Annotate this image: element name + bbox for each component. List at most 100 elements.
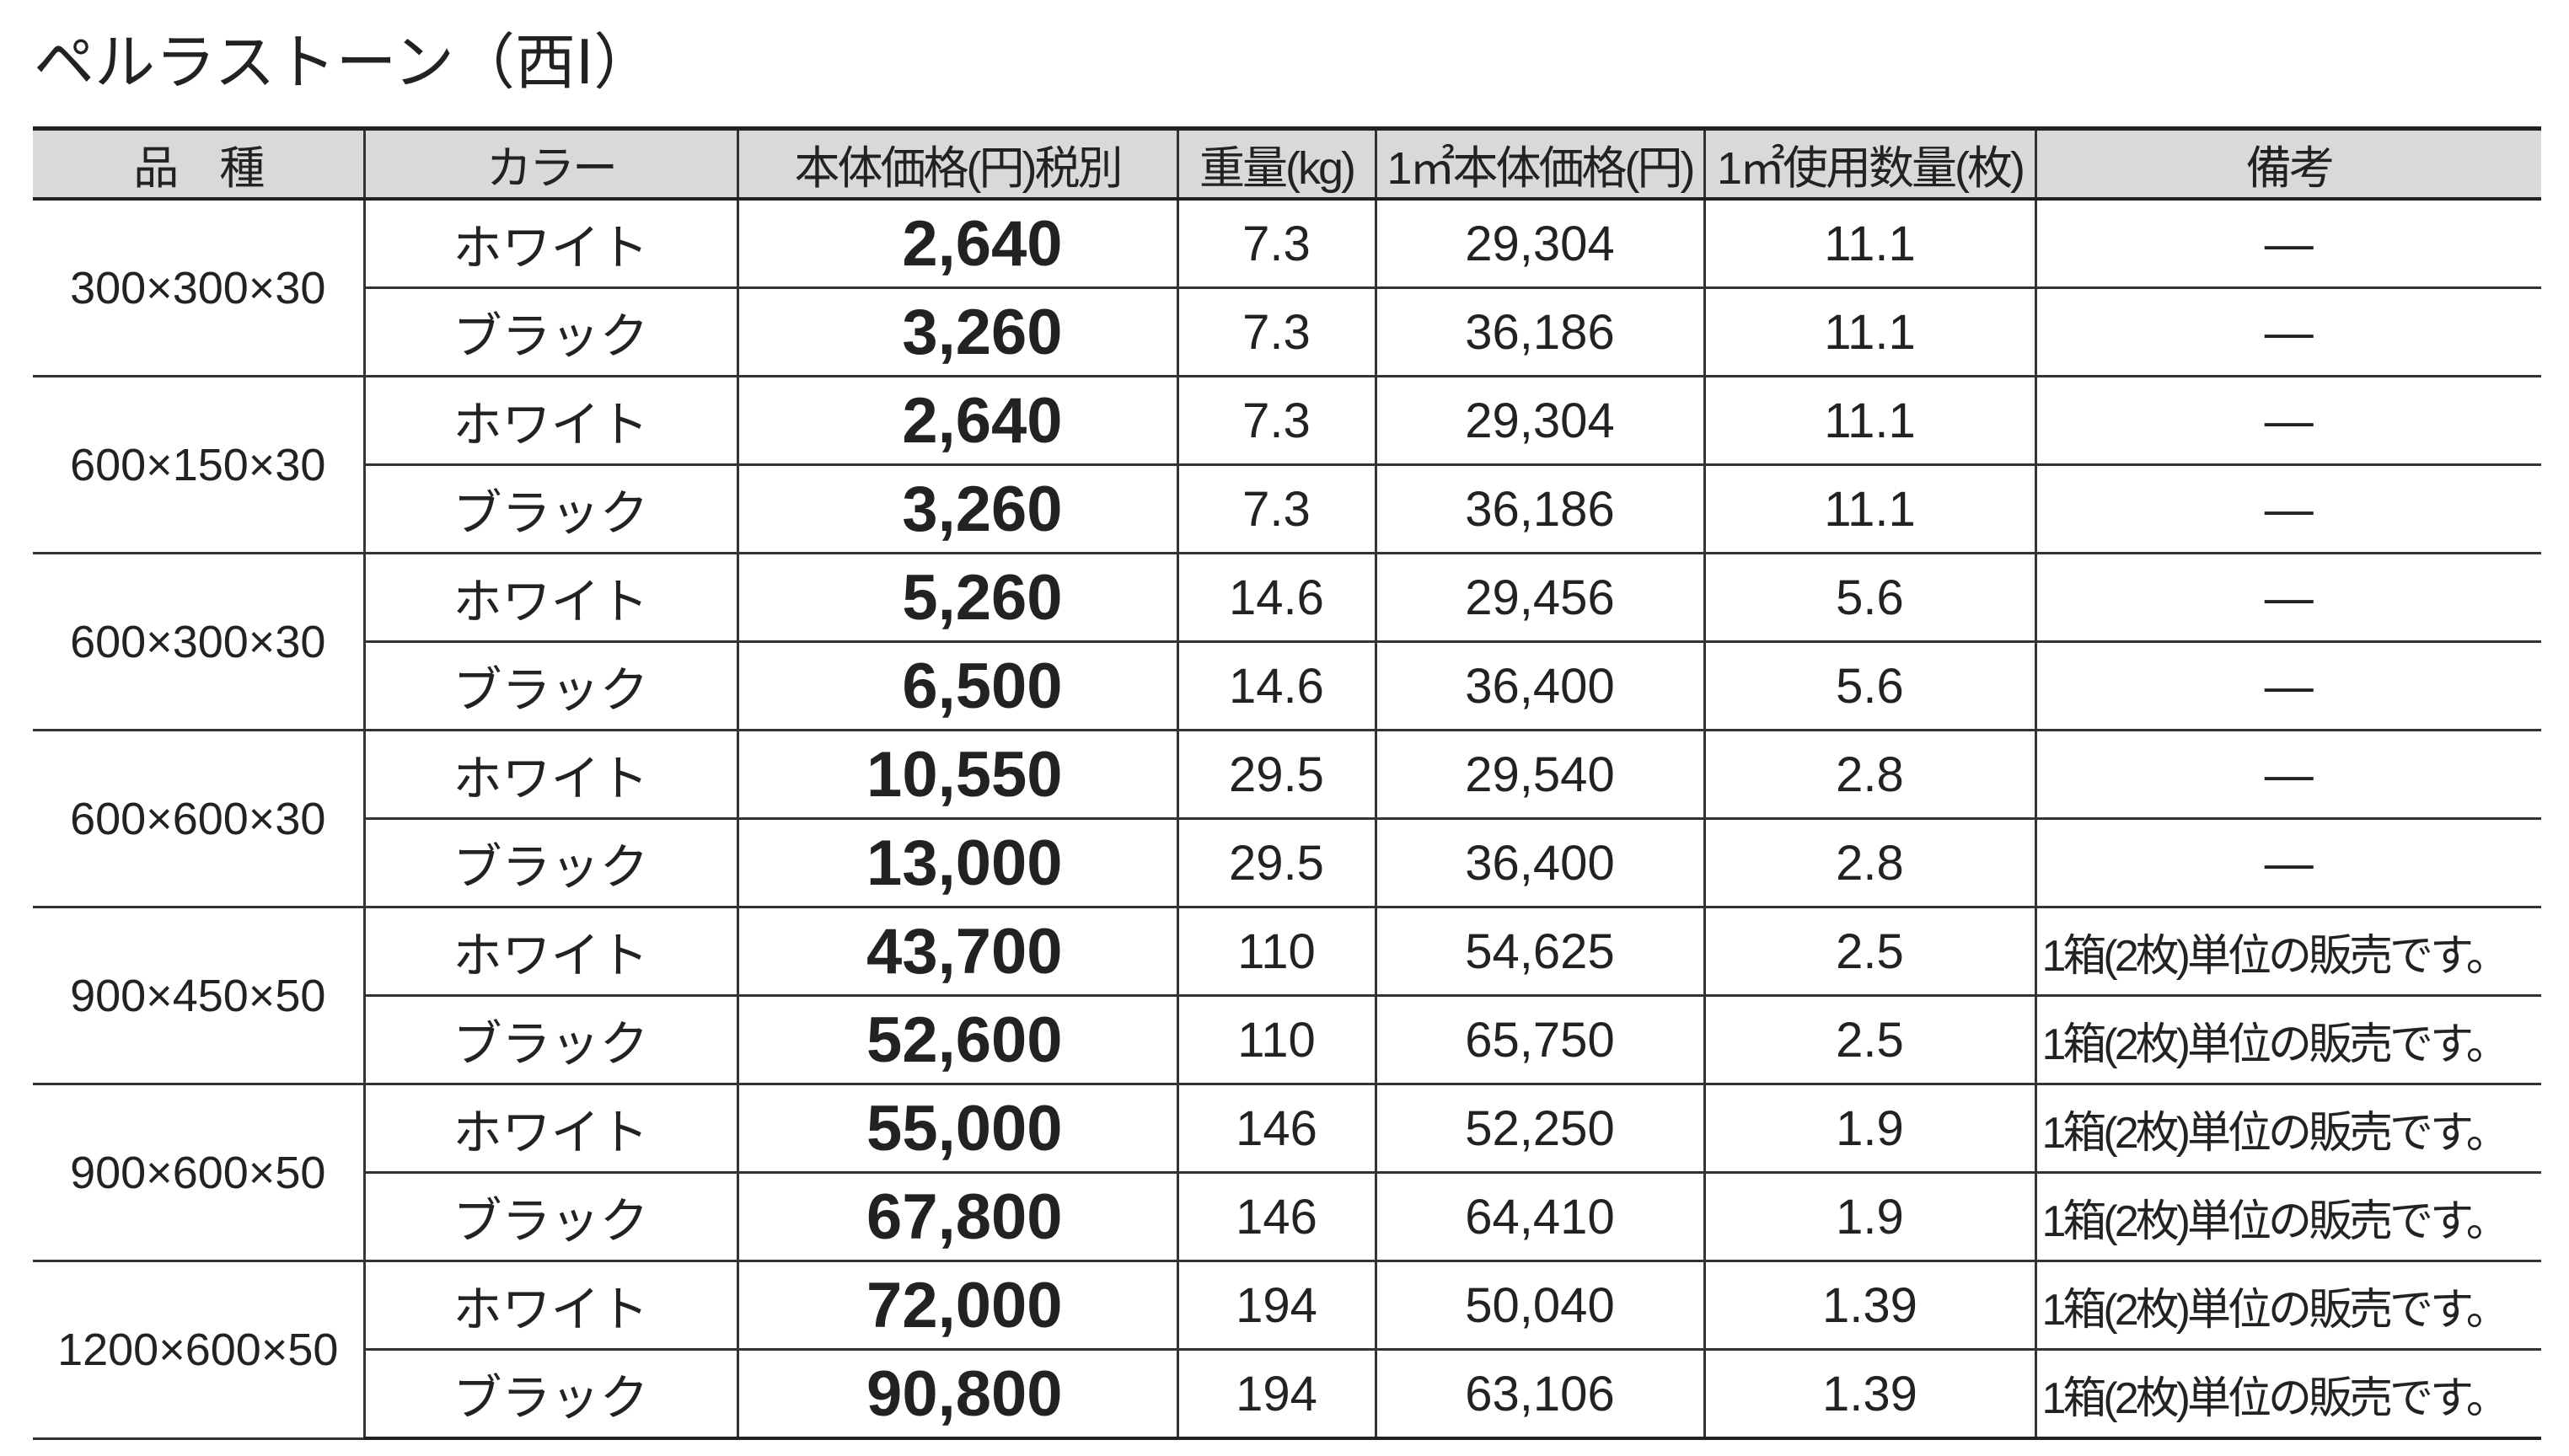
price-cell: 67,800 (736, 1172, 1177, 1262)
size-cell: 300×300×30 (33, 199, 364, 377)
price-cell: 90,800 (736, 1349, 1177, 1440)
color-cell: ホワイト (362, 199, 737, 289)
color-cell: ホワイト (362, 907, 737, 997)
weight-cell: 7.3 (1176, 199, 1376, 289)
note-cell: — (2034, 376, 2541, 466)
price-per-m2-cell: 36,400 (1374, 641, 1704, 731)
table-row: ブラック 3,260 7.3 36,186 11.1— (33, 287, 2541, 377)
table-row: ブラック 67,800 146 64,410 1.9 1箱(2枚)単位の販売です。 (33, 1172, 2541, 1262)
table-row: ブラック 13,000 29.5 36,400 2.8— (33, 818, 2541, 908)
price-cell: 13,000 (736, 818, 1177, 908)
color-cell: ホワイト (362, 730, 737, 820)
weight-cell: 146 (1176, 1084, 1376, 1174)
price-cell: 2,640 (736, 376, 1177, 466)
header-cell: カラー (362, 126, 737, 201)
price-cell: 55,000 (736, 1084, 1177, 1174)
weight-cell: 110 (1176, 995, 1376, 1085)
weight-cell: 146 (1176, 1172, 1376, 1262)
color-cell: ブラック (362, 1349, 737, 1440)
count-per-m2-cell: 5.6 (1703, 641, 2035, 731)
header-cell: 重量(kg) (1176, 126, 1376, 201)
table-row: 600×150×30 ホワイト 2,640 7.3 29,304 11.1— (33, 376, 2541, 554)
note-cell: 1箱(2枚)単位の販売です。 (2034, 907, 2541, 997)
header-row: 品 種カラー 本体価格(円)税別 重量(kg) 1㎡本体価格(円) 1㎡使用数量(枚) 備… (33, 126, 2541, 201)
price-per-m2-cell: 50,040 (1374, 1261, 1704, 1351)
price-per-m2-cell: 65,750 (1374, 995, 1704, 1085)
count-per-m2-cell: 1.39 (1703, 1349, 2035, 1440)
price-cell: 6,500 (736, 641, 1177, 731)
table-row: 300×300×30 ホワイト 2,640 7.3 29,304 11.1— (33, 199, 2541, 377)
color-cell: ブラック (362, 641, 737, 731)
count-per-m2-cell: 5.6 (1703, 553, 2035, 643)
header-cell: 備考 (2034, 126, 2541, 201)
price-per-m2-cell: 29,456 (1374, 553, 1704, 643)
table-row: 900×450×50 ホワイト 43,700 110 54,625 2.5 1箱(2枚)単位… (33, 907, 2541, 1085)
count-per-m2-cell: 11.1 (1703, 287, 2035, 377)
price-per-m2-cell: 63,106 (1374, 1349, 1704, 1440)
header-cell: 品 種 (33, 126, 364, 201)
weight-cell: 7.3 (1176, 287, 1376, 377)
note-cell: 1箱(2枚)単位の販売です。 (2034, 1084, 2541, 1174)
color-cell: ホワイト (362, 376, 737, 466)
count-per-m2-cell: 1.39 (1703, 1261, 2035, 1351)
weight-cell: 14.6 (1176, 641, 1376, 731)
weight-cell: 194 (1176, 1261, 1376, 1351)
size-cell: 600×150×30 (33, 376, 364, 554)
price-per-m2-cell: 36,186 (1374, 464, 1704, 554)
count-per-m2-cell: 2.8 (1703, 818, 2035, 908)
price-per-m2-cell: 54,625 (1374, 907, 1704, 997)
count-per-m2-cell: 2.5 (1703, 995, 2035, 1085)
note-cell: — (2034, 641, 2541, 731)
weight-cell: 29.5 (1176, 818, 1376, 908)
note-cell: — (2034, 553, 2541, 643)
note-cell: — (2034, 818, 2541, 908)
count-per-m2-cell: 11.1 (1703, 199, 2035, 289)
table-body: 300×300×30 ホワイト 2,640 7.3 29,304 11.1— ブラック 3,2… (33, 199, 2541, 1440)
note-cell: 1箱(2枚)単位の販売です。 (2034, 1349, 2541, 1440)
weight-cell: 7.3 (1176, 376, 1376, 466)
note-cell: 1箱(2枚)単位の販売です。 (2034, 1172, 2541, 1262)
table-row: ブラック 3,260 7.3 36,186 11.1— (33, 464, 2541, 554)
price-cell: 3,260 (736, 464, 1177, 554)
note-cell: — (2034, 287, 2541, 377)
count-per-m2-cell: 2.5 (1703, 907, 2035, 997)
price-per-m2-cell: 36,186 (1374, 287, 1704, 377)
price-cell: 43,700 (736, 907, 1177, 997)
note-cell: 1箱(2枚)単位の販売です。 (2034, 1261, 2541, 1351)
price-per-m2-cell: 29,304 (1374, 376, 1704, 466)
note-cell: 1箱(2枚)単位の販売です。 (2034, 995, 2541, 1085)
color-cell: ブラック (362, 995, 737, 1085)
header-cell: 本体価格(円)税別 (736, 126, 1177, 201)
count-per-m2-cell: 1.9 (1703, 1172, 2035, 1262)
table-row: 600×300×30 ホワイト 5,260 14.6 29,456 5.6— (33, 553, 2541, 731)
table-row: 900×600×50 ホワイト 55,000 146 52,250 1.9 1箱(2枚)単位… (33, 1084, 2541, 1262)
size-cell: 900×600×50 (33, 1084, 364, 1262)
color-cell: ホワイト (362, 1084, 737, 1174)
weight-cell: 7.3 (1176, 464, 1376, 554)
title: ペルラストーン（西Ⅰ） (34, 29, 655, 97)
color-cell: ホワイト (362, 553, 737, 643)
price-cell: 52,600 (736, 995, 1177, 1085)
note-cell: — (2034, 730, 2541, 820)
size-cell: 600×600×30 (33, 730, 364, 908)
table-row: ブラック 6,500 14.6 36,400 5.6— (33, 641, 2541, 731)
color-cell: ホワイト (362, 1261, 737, 1351)
price-per-m2-cell: 29,304 (1374, 199, 1704, 289)
color-cell: ブラック (362, 464, 737, 554)
price-cell: 3,260 (736, 287, 1177, 377)
color-cell: ブラック (362, 1172, 737, 1262)
price-cell: 2,640 (736, 199, 1177, 289)
price-cell: 10,550 (736, 730, 1177, 820)
price-table: 品 種カラー 本体価格(円)税別 重量(kg) 1㎡本体価格(円) 1㎡使用数量(枚) 備… (33, 126, 2541, 1440)
table-row: 1200×600×50 ホワイト 72,000 194 50,040 1.39 1箱(2枚)… (33, 1261, 2541, 1440)
size-cell: 1200×600×50 (33, 1261, 364, 1440)
price-cell: 5,260 (736, 553, 1177, 643)
count-per-m2-cell: 11.1 (1703, 376, 2035, 466)
size-cell: 600×300×30 (33, 553, 364, 731)
table-row: ブラック 52,600 110 65,750 2.5 1箱(2枚)単位の販売です。 (33, 995, 2541, 1085)
note-cell: — (2034, 464, 2541, 554)
color-cell: ブラック (362, 287, 737, 377)
price-per-m2-cell: 52,250 (1374, 1084, 1704, 1174)
table-row: 600×600×30 ホワイト 10,550 29.5 29,540 2.8— (33, 730, 2541, 908)
